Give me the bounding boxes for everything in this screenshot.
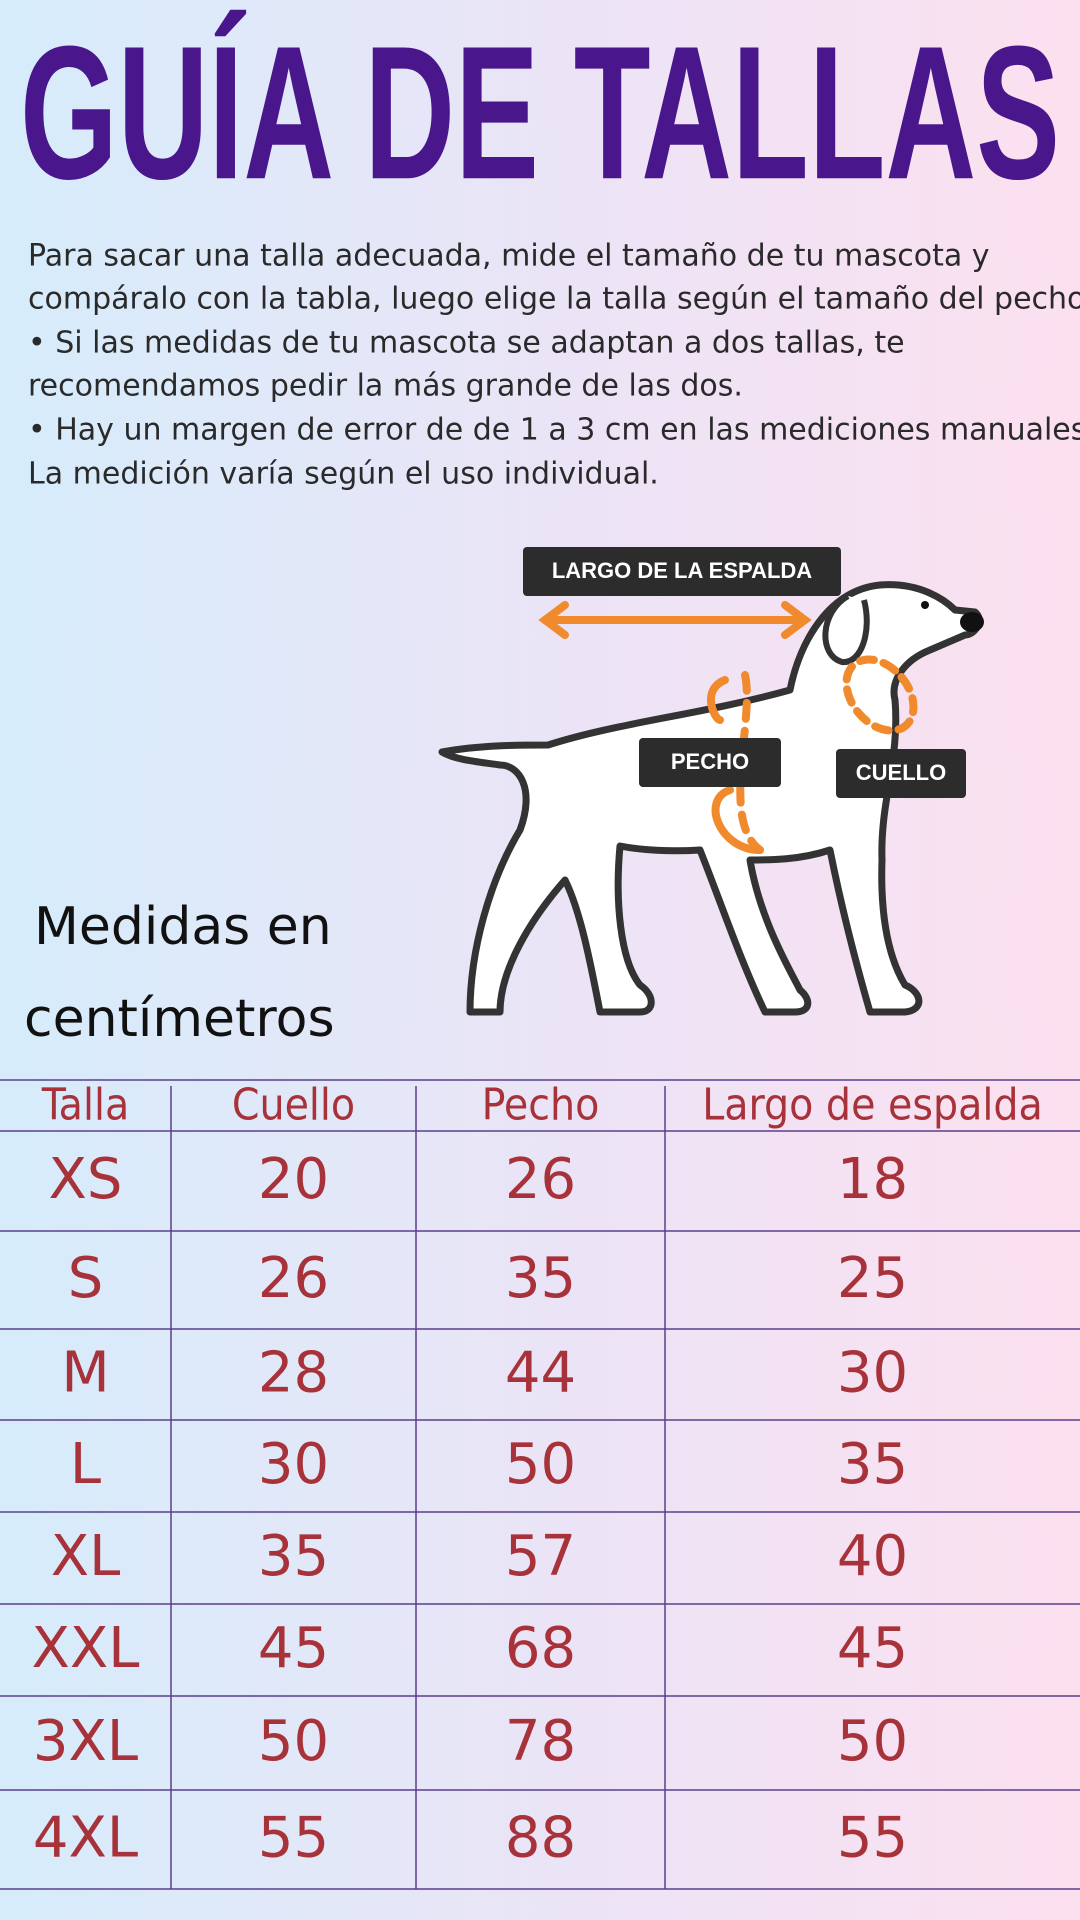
table-header: Largo de espalda	[702, 1080, 1043, 1131]
intro-line: recomendamos pedir la más grande de las …	[28, 369, 743, 404]
table-cell: M	[61, 1341, 109, 1406]
dog-nose	[960, 612, 984, 632]
intro-line: • Hay un margen de error de de 1 a 3 cm …	[28, 413, 1080, 448]
intro-line: Para sacar una talla adecuada, mide el t…	[28, 239, 990, 274]
table-cell: 88	[505, 1806, 576, 1871]
intro-line: • Si las medidas de tu mascota se adapta…	[28, 326, 905, 361]
diagram-label: CUELLO	[856, 760, 946, 785]
size-table: Talla Cuello Pecho Largo de espalda XS 20 26 18…	[0, 1079, 1080, 1890]
table-cell: XL	[51, 1524, 121, 1589]
dog-diagram: LARGO DE LA ESPALDA PECHO CUELLO	[438, 547, 984, 1016]
table-cell: 50	[258, 1709, 329, 1774]
table-cell: 50	[505, 1432, 576, 1497]
table-cell: 18	[837, 1147, 908, 1212]
intro-text: Para sacar una talla adecuada, mide el t…	[28, 239, 1080, 492]
table-cell: 50	[837, 1709, 908, 1774]
table-cell: 55	[258, 1806, 329, 1871]
table-cell: 78	[505, 1709, 576, 1774]
table-cell: XXL	[32, 1616, 140, 1681]
diagram-label: LARGO DE LA ESPALDA	[552, 558, 812, 583]
table-cell: 35	[837, 1432, 908, 1497]
table-cell: 3XL	[33, 1709, 138, 1774]
table-cell: 35	[258, 1524, 329, 1589]
table-cell: 55	[837, 1806, 908, 1871]
dog-eye	[921, 601, 929, 609]
table-cell: 44	[505, 1341, 576, 1406]
table-header: Pecho	[482, 1080, 600, 1131]
label-box	[639, 738, 781, 787]
table-cell: 57	[505, 1524, 576, 1589]
table-cell: 30	[837, 1341, 908, 1406]
table-cell: 26	[505, 1147, 576, 1212]
table-cell: L	[70, 1432, 101, 1497]
table-cell: 25	[837, 1246, 908, 1311]
table-cell: 68	[505, 1616, 576, 1681]
table-cell: 35	[505, 1246, 576, 1311]
table-cell: 28	[258, 1341, 329, 1406]
table-cell: 45	[837, 1616, 908, 1681]
units-note: Medidas en	[34, 897, 332, 957]
measure-arrows	[538, 601, 918, 854]
label-box	[523, 547, 841, 596]
table-cell: 40	[837, 1524, 908, 1589]
table-cell: 30	[258, 1432, 329, 1497]
label-box	[836, 749, 966, 798]
table-cell: 26	[258, 1246, 329, 1311]
dog-ear	[822, 593, 870, 665]
table-header: Talla	[41, 1080, 129, 1131]
table-cell: XS	[49, 1147, 123, 1212]
table-cell: 4XL	[33, 1806, 138, 1871]
intro-line: La medición varía según el uso individua…	[28, 457, 659, 492]
diagram-label: PECHO	[671, 749, 749, 774]
table-cell: 45	[258, 1616, 329, 1681]
units-note: centímetros	[24, 989, 335, 1049]
table-header: Cuello	[232, 1080, 355, 1131]
table-cell: S	[68, 1246, 104, 1311]
title: GUÍA DE TALLAS	[20, 7, 1060, 219]
table-cell: 20	[258, 1147, 329, 1212]
intro-line: compáralo con la tabla, luego elige la t…	[28, 282, 1080, 317]
